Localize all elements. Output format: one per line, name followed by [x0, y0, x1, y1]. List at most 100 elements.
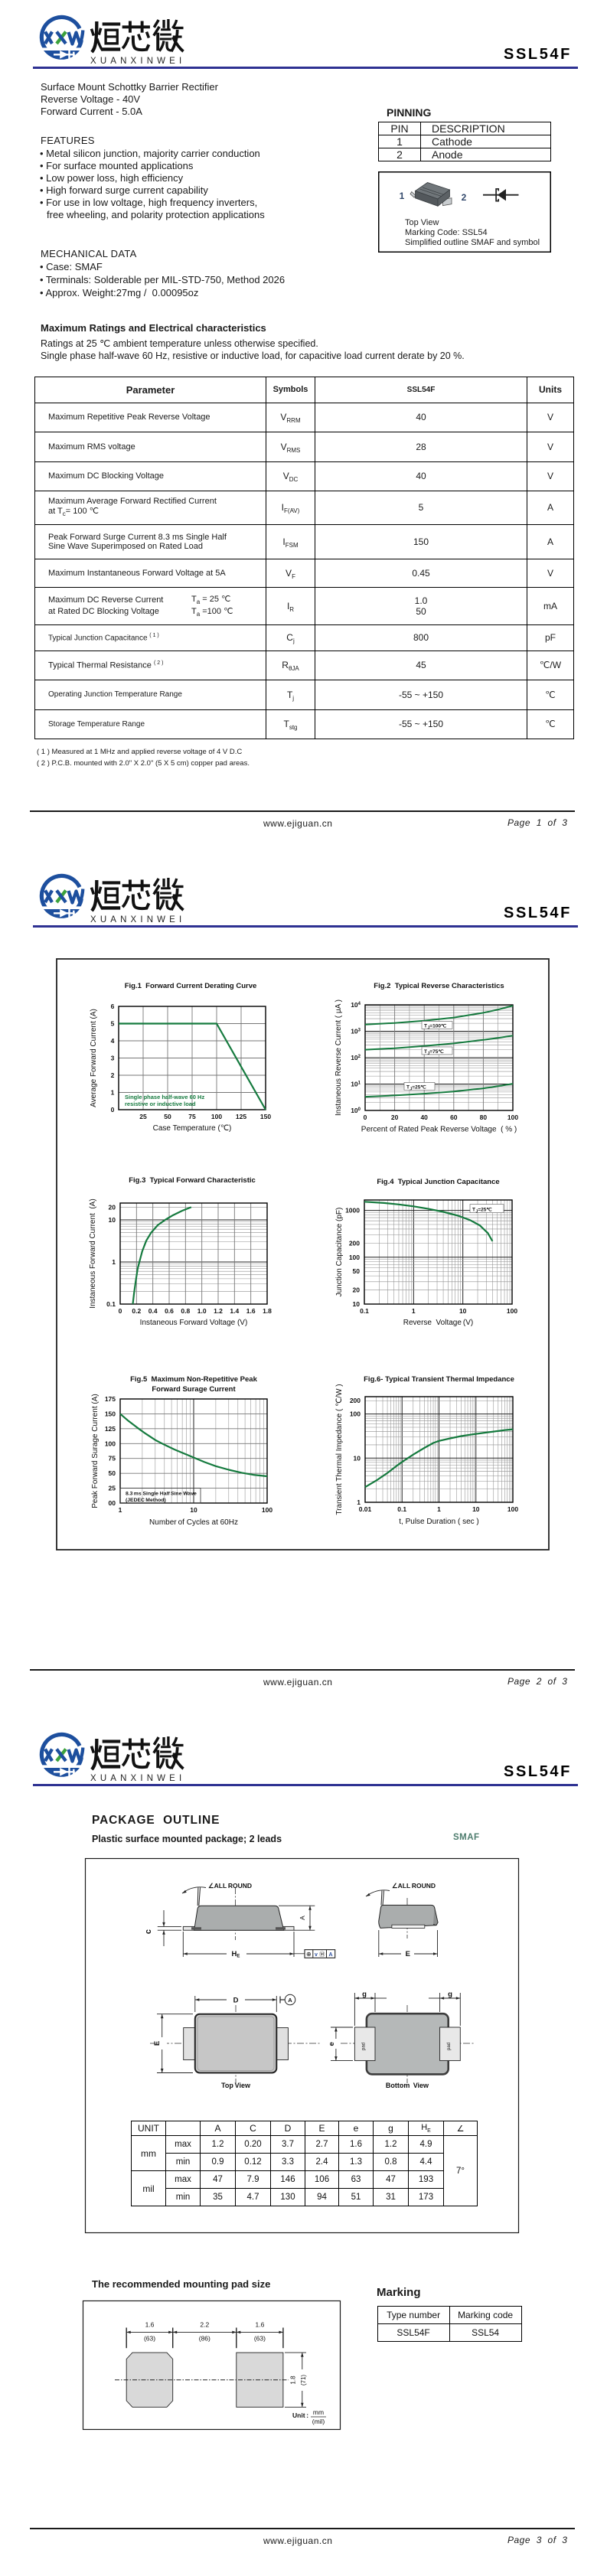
svg-text:125: 125: [105, 1425, 116, 1433]
svg-text:50: 50: [164, 1113, 171, 1120]
svg-text:Unit :: Unit :: [292, 2411, 308, 2419]
svg-text:8.3 ms Single Half Sine Wave: 8.3 ms Single Half Sine Wave: [126, 1492, 197, 1497]
svg-text:1.6: 1.6: [255, 2321, 264, 2329]
svg-text:2: 2: [111, 1071, 115, 1079]
svg-text:2: 2: [462, 192, 467, 203]
svg-text:g: g: [448, 1991, 452, 1999]
svg-text:0.1: 0.1: [106, 1300, 116, 1308]
svg-text:XUANXINWEI: XUANXINWEI: [90, 57, 185, 66]
svg-text:pad: pad: [447, 2043, 452, 2050]
svg-text:Peak Forward Surage Current (A: Peak Forward Surage Current (A): [91, 1394, 100, 1508]
svg-text:mm: mm: [313, 2408, 324, 2416]
svg-text:60: 60: [450, 1114, 458, 1121]
svg-text:1: 1: [119, 1506, 122, 1514]
svg-text:100: 100: [350, 1410, 361, 1418]
svg-text:1: 1: [111, 1089, 115, 1097]
svg-text:Instaneous Forward Current (A: Instaneous Forward Current (A): [89, 1198, 97, 1308]
svg-text:103: 103: [351, 1028, 361, 1035]
svg-text:Ⓜ: Ⓜ: [319, 1951, 325, 1958]
svg-text:1: 1: [400, 191, 405, 201]
svg-text:100: 100: [211, 1113, 222, 1120]
svg-text:c: c: [144, 1929, 153, 1934]
svg-text:101: 101: [351, 1081, 361, 1088]
svg-text:(86): (86): [199, 2335, 210, 2343]
svg-text:6: 6: [111, 1003, 115, 1010]
svg-text:10: 10: [353, 1300, 361, 1308]
svg-text:(63): (63): [144, 2335, 155, 2343]
svg-text:0.4: 0.4: [148, 1307, 158, 1315]
svg-text:2.2: 2.2: [200, 2321, 209, 2329]
svg-text:1: 1: [112, 1258, 116, 1266]
svg-text:HE: HE: [232, 1950, 240, 1959]
svg-text:T J=25℃: T J=25℃: [406, 1084, 426, 1091]
svg-text:0.8: 0.8: [181, 1307, 190, 1315]
svg-text:e: e: [328, 2042, 336, 2046]
svg-text:0.6: 0.6: [165, 1307, 174, 1315]
svg-text:A: A: [288, 1997, 292, 2004]
svg-text:0: 0: [111, 1106, 115, 1114]
svg-text:100: 100: [262, 1506, 272, 1514]
svg-text:T J=25℃: T J=25℃: [472, 1207, 492, 1215]
svg-text:Forward Surage Current: Forward Surage Current: [152, 1385, 236, 1394]
svg-text:1.8: 1.8: [263, 1307, 272, 1315]
svg-text:Average Forward Current (A): Average Forward Current (A): [90, 1009, 98, 1107]
svg-text:1.6: 1.6: [145, 2321, 155, 2329]
svg-text:20: 20: [353, 1286, 361, 1294]
svg-text:E: E: [406, 1950, 410, 1958]
svg-text:∠ALL ROUND: ∠ALL ROUND: [392, 1882, 436, 1890]
svg-text:1.2: 1.2: [214, 1307, 223, 1315]
svg-text:(mil): (mil): [312, 2418, 325, 2425]
svg-text:100: 100: [105, 1440, 116, 1447]
svg-text:T J=75℃: T J=75℃: [424, 1048, 444, 1056]
svg-text:75: 75: [109, 1455, 116, 1462]
svg-text:Fig.6- Typical Transient Therm: Fig.6- Typical Transient Thermal Impedan…: [364, 1375, 514, 1384]
svg-text:4: 4: [111, 1037, 115, 1045]
svg-text:100: 100: [351, 1107, 361, 1114]
svg-text:150: 150: [105, 1410, 116, 1417]
svg-text:1.0: 1.0: [197, 1307, 207, 1315]
svg-text:0.1: 0.1: [360, 1307, 369, 1315]
svg-text:75: 75: [188, 1113, 196, 1120]
svg-text:Transient Thermal Impedance (: Transient Thermal Impedance ( ℃/W ): [335, 1384, 344, 1515]
svg-text:Bottom View: Bottom View: [386, 2082, 429, 2089]
svg-text:Junction Capacitance (pF): Junction Capacitance (pF): [335, 1208, 344, 1297]
svg-text:Instaneous Forward Voltage (V): Instaneous Forward Voltage (V): [140, 1319, 248, 1327]
svg-text:E: E: [153, 2041, 162, 2046]
svg-text:Fig.4 Typical Junction Capaci: Fig.4 Typical Junction Capacitance: [377, 1178, 499, 1186]
svg-text:Fig.3 Typical Forward Charact: Fig.3 Typical Forward Characteristic: [129, 1176, 256, 1185]
svg-text:(63): (63): [254, 2335, 266, 2343]
svg-text:Reverse Voltage (V): Reverse Voltage (V): [403, 1319, 474, 1327]
svg-text:50: 50: [353, 1267, 361, 1275]
svg-text:T J=100℃: T J=100℃: [424, 1022, 447, 1030]
svg-text:Case Temperature (℃): Case Temperature (℃): [153, 1124, 232, 1133]
svg-text:25: 25: [109, 1485, 116, 1492]
svg-text:⊕: ⊕: [306, 1951, 312, 1958]
svg-text:D: D: [233, 1997, 239, 2005]
svg-text:XUANXINWEI: XUANXINWEI: [90, 915, 185, 924]
svg-text:v: v: [315, 1952, 318, 1958]
svg-text:10: 10: [190, 1506, 197, 1514]
svg-text:200: 200: [350, 1397, 361, 1404]
svg-text:Fig.1 Forward Current Deratin: Fig.1 Forward Current Derating Curve: [125, 982, 257, 990]
svg-text:pad: pad: [362, 2043, 367, 2050]
svg-text:100: 100: [507, 1307, 517, 1315]
svg-text:104: 104: [351, 1001, 361, 1009]
svg-text:Single phase half-wave 60 Hz: Single phase half-wave 60 Hz: [125, 1094, 204, 1101]
svg-text:10: 10: [354, 1454, 361, 1462]
svg-text:3: 3: [111, 1055, 115, 1062]
svg-text:1.4: 1.4: [230, 1307, 239, 1315]
svg-text:125: 125: [236, 1113, 246, 1120]
svg-text:00: 00: [109, 1499, 116, 1507]
svg-text:25: 25: [139, 1113, 147, 1120]
svg-text:(JEDEC Method): (JEDEC Method): [126, 1498, 166, 1503]
svg-text:5: 5: [111, 1020, 115, 1028]
svg-text:1: 1: [357, 1498, 361, 1506]
svg-text:0.1: 0.1: [397, 1505, 406, 1513]
svg-text:10: 10: [472, 1505, 480, 1513]
svg-text:0.2: 0.2: [132, 1307, 141, 1315]
svg-text:Top View: Top View: [221, 2082, 251, 2089]
svg-text:0.01: 0.01: [359, 1505, 372, 1513]
svg-text:A: A: [299, 1916, 306, 1920]
svg-text:1.8: 1.8: [290, 2375, 297, 2385]
svg-text:Fig.5 Maximum Non-Repetitive: Fig.5 Maximum Non-Repetitive Peak: [130, 1375, 257, 1384]
